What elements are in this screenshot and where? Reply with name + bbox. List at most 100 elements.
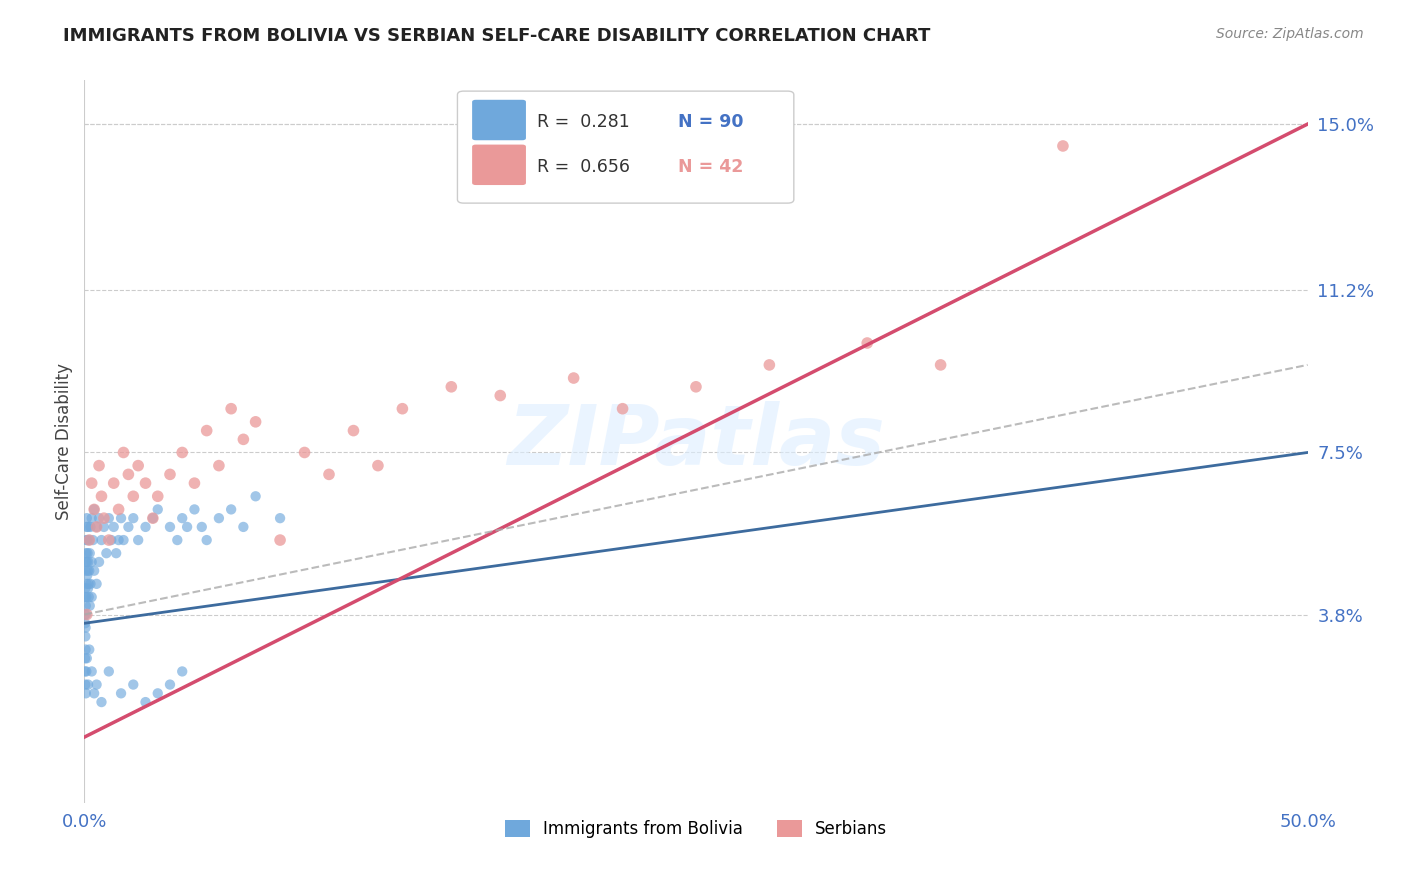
Point (77, 533, 100, 547)
Legend: Immigrants from Bolivia, Serbians: Immigrants from Bolivia, Serbians (498, 814, 894, 845)
Point (191, 520, 214, 534)
Point (97, 511, 120, 525)
Point (80, 511, 103, 525)
Point (142, 511, 165, 525)
Point (80, 665, 103, 679)
Point (166, 533, 188, 547)
Point (269, 533, 291, 547)
Point (122, 489, 145, 503)
Point (76, 511, 98, 525)
Point (75, 546, 97, 560)
Text: ZIPatlas: ZIPatlas (508, 401, 884, 482)
Point (75, 607, 97, 622)
Point (122, 677, 145, 691)
Point (159, 677, 181, 691)
Point (110, 686, 132, 700)
Point (112, 445, 135, 459)
Point (87, 458, 110, 473)
Point (172, 445, 194, 459)
Point (90, 695, 112, 709)
Point (75, 590, 97, 604)
Point (117, 520, 139, 534)
FancyBboxPatch shape (472, 100, 526, 140)
Point (440, 380, 463, 394)
Point (75, 651, 97, 665)
Point (208, 458, 231, 473)
Point (117, 467, 139, 482)
Point (77, 590, 100, 604)
Point (112, 533, 135, 547)
Point (77, 564, 100, 578)
Point (76, 564, 98, 578)
Point (80, 476, 103, 491)
Point (135, 695, 157, 709)
Point (90, 489, 112, 503)
Point (195, 533, 218, 547)
Point (76, 520, 98, 534)
Point (75, 590, 97, 604)
Point (86, 520, 108, 534)
Point (75, 564, 97, 578)
Point (76, 607, 98, 622)
Point (73, 665, 96, 679)
Text: R =  0.656: R = 0.656 (537, 158, 630, 176)
Point (183, 502, 205, 516)
Text: Source: ZipAtlas.com: Source: ZipAtlas.com (1216, 27, 1364, 41)
Point (75, 665, 97, 679)
Point (79, 520, 101, 534)
Point (172, 511, 194, 525)
Point (391, 401, 413, 416)
Point (135, 520, 157, 534)
Point (100, 533, 122, 547)
Point (127, 458, 149, 473)
Point (97, 533, 120, 547)
Point (93, 520, 115, 534)
Point (77, 677, 100, 691)
Point (232, 433, 254, 447)
Point (105, 546, 128, 560)
Y-axis label: Self-Care Disability: Self-Care Disability (55, 363, 73, 520)
Point (79, 577, 101, 591)
Point (76, 533, 98, 547)
Point (103, 476, 125, 491)
Point (159, 520, 181, 534)
Point (245, 489, 267, 503)
Point (342, 424, 364, 438)
Point (86, 677, 108, 691)
Point (183, 476, 205, 491)
Point (107, 502, 129, 516)
Point (135, 476, 157, 491)
Point (79, 546, 101, 560)
Point (612, 401, 634, 416)
Point (75, 621, 97, 635)
Point (107, 533, 129, 547)
Point (318, 467, 340, 482)
Point (82, 533, 104, 547)
Point (142, 511, 165, 525)
Point (929, 358, 952, 372)
Point (103, 520, 125, 534)
Point (75, 599, 97, 613)
Point (96, 546, 118, 560)
Point (219, 401, 242, 416)
Point (83, 502, 105, 516)
Point (195, 424, 218, 438)
Point (76, 555, 98, 569)
Point (75, 629, 97, 643)
Point (80, 555, 103, 569)
Point (172, 665, 194, 679)
Point (83, 686, 105, 700)
Point (77, 581, 100, 595)
Point (245, 415, 267, 429)
Point (219, 502, 242, 516)
Point (86, 520, 108, 534)
Point (83, 564, 105, 578)
Point (110, 511, 132, 525)
FancyBboxPatch shape (472, 145, 526, 185)
Point (562, 371, 585, 385)
Point (856, 336, 879, 351)
Point (122, 511, 145, 525)
Point (79, 599, 101, 613)
Point (76, 651, 98, 665)
Point (146, 489, 169, 503)
